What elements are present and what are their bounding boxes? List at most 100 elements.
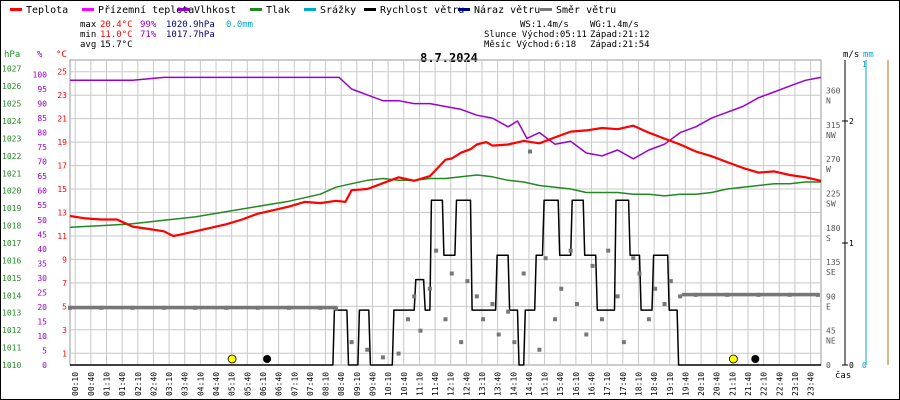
tick-label-humidity: 5	[42, 346, 47, 355]
tick-label-pressure: 1022	[2, 152, 21, 161]
info-moon-rise: Měsíc Východ:6:18	[484, 40, 576, 50]
tick-label-humidity: 60	[37, 187, 47, 196]
winddir-point	[293, 305, 297, 310]
moon-marker-icon	[751, 355, 760, 363]
series-line-tlak	[69, 174, 821, 229]
stat-avg-label: avg	[80, 40, 96, 50]
winddir-point	[701, 292, 705, 297]
winddir-point	[776, 292, 780, 297]
legend-item-tlak: Tlak	[250, 5, 290, 16]
winddir-point	[121, 305, 125, 310]
tick-label-time: 08:10	[322, 372, 331, 396]
tick-label-pressure: 1012	[2, 326, 21, 335]
winddir-point	[496, 332, 501, 337]
winddir-point	[719, 292, 723, 297]
grid	[70, 60, 821, 365]
legend-label-naraz-vetru: Náraz větru	[474, 4, 540, 16]
tick-label-temperature: 19	[57, 138, 67, 147]
tick-label-time: 21:10	[728, 372, 737, 396]
tick-label-time: 01:10	[103, 372, 112, 396]
tick-label-time: 04:40	[212, 372, 221, 396]
winddir-point	[318, 305, 322, 310]
unit-pct: %	[37, 50, 43, 60]
winddir-point	[233, 305, 237, 310]
winddir-point	[273, 305, 277, 310]
tick-label-winddir-degrees: 315	[826, 121, 841, 130]
legend-swatch-vlhkost	[178, 8, 190, 11]
winddir-point	[281, 305, 285, 310]
winddir-point	[148, 305, 152, 310]
winddir-point	[298, 305, 302, 310]
winddir-point	[365, 347, 370, 352]
tick-label-humidity: 0	[42, 361, 47, 370]
tick-label-time: 15:10	[541, 372, 550, 396]
tick-label-pressure: 1014	[2, 291, 21, 300]
winddir-point	[427, 286, 432, 291]
tick-label-temperature: 17	[57, 162, 67, 171]
winddir-point	[696, 292, 700, 297]
tick-label-winddir-compass: SE	[826, 268, 836, 277]
winddir-point	[678, 294, 683, 299]
tick-label-humidity: 20	[37, 303, 47, 312]
winddir-point	[662, 302, 667, 306]
tick-label-time: 02:40	[149, 372, 158, 396]
winddir-point	[86, 305, 90, 310]
winddir-point	[278, 305, 282, 310]
winddir-point	[241, 305, 245, 310]
legend-item-teplota: Teplota	[10, 5, 68, 16]
winddir-point	[691, 292, 695, 297]
unit-hpa: hPa	[4, 50, 20, 60]
winddir-point	[266, 305, 270, 310]
winddir-point	[223, 305, 227, 310]
winddir-point	[764, 292, 768, 297]
winddir-point	[751, 292, 755, 297]
winddir-point	[303, 305, 307, 310]
tick-label-winddir-degrees: 180	[826, 224, 841, 233]
tick-label-time: 17:40	[619, 372, 628, 396]
winddir-point	[799, 292, 803, 297]
winddir-point	[746, 292, 750, 297]
tick-label-time: 17:10	[603, 372, 612, 396]
winddir-point	[76, 305, 80, 310]
tick-label-time: 19:40	[681, 372, 690, 396]
winddir-point	[744, 292, 748, 297]
winddir-point	[333, 305, 337, 310]
winddir-point	[316, 305, 320, 310]
winddir-point	[668, 279, 673, 284]
winddir-point	[553, 317, 558, 322]
tick-label-temperature: 7	[62, 279, 67, 288]
winddir-point	[521, 271, 526, 276]
winddir-point	[704, 292, 708, 297]
winddir-point	[684, 292, 688, 297]
winddir-point	[216, 305, 220, 310]
tick-label-humidity: 70	[37, 158, 47, 167]
winddir-point	[231, 305, 235, 310]
winddir-point	[78, 305, 82, 310]
tick-label-wind: 0	[849, 361, 854, 370]
tick-label-time: 08:40	[337, 372, 346, 396]
tick-label-pressure: 1025	[2, 100, 21, 109]
winddir-point	[543, 256, 548, 261]
winddir-point	[326, 305, 330, 310]
winddir-point	[331, 305, 335, 310]
legend-label-srazky: Srážky	[320, 4, 356, 16]
winddir-point	[248, 305, 252, 310]
winddir-point	[263, 305, 267, 310]
winddir-point	[173, 305, 177, 310]
unit-degc: °C	[56, 50, 67, 60]
winddir-point	[443, 317, 448, 322]
winddir-point	[133, 305, 137, 310]
tick-label-time: 21:40	[744, 372, 753, 396]
tick-label-time: 07:40	[306, 372, 315, 396]
tick-label-time: 03:10	[165, 372, 174, 396]
winddir-point	[186, 305, 190, 310]
winddir-point	[574, 302, 579, 306]
winddir-point	[261, 305, 265, 310]
tick-label-time: 10:10	[384, 372, 393, 396]
winddir-point	[268, 305, 272, 310]
sun-marker-icon	[227, 354, 237, 364]
winddir-point	[739, 292, 743, 297]
winddir-point	[726, 292, 730, 297]
tick-label-temperature: 23	[57, 91, 67, 100]
